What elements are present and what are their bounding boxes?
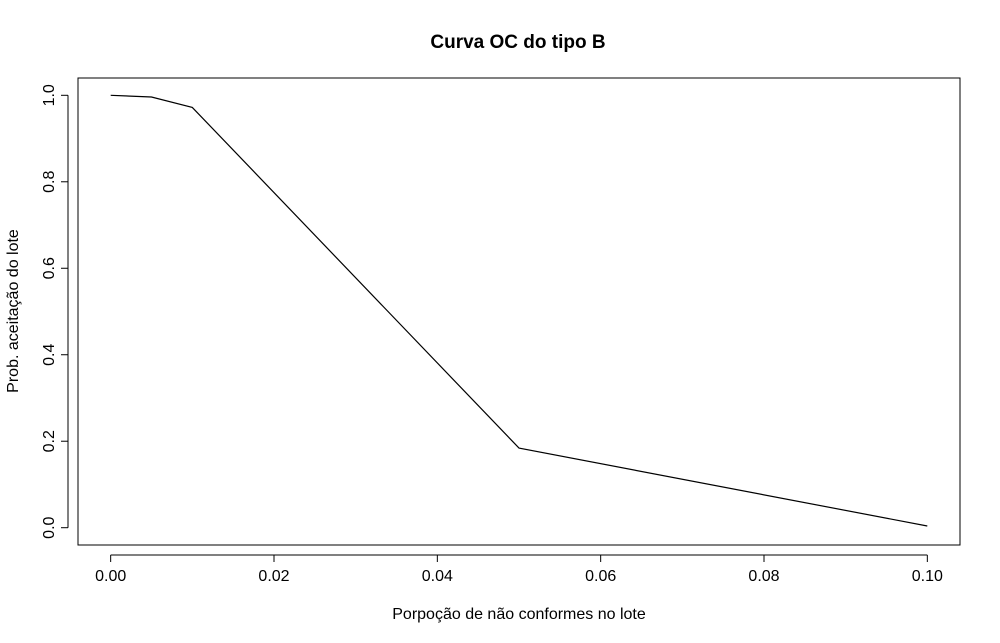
y-tick-label: 1.0 [41, 84, 58, 106]
x-axis-label: Porpoção de não conformes no lote [392, 606, 646, 623]
chart-title: Curva OC do tipo B [430, 32, 605, 53]
x-tick-label: 0.10 [912, 568, 943, 585]
series-layer [110, 94, 928, 527]
x-tick-label: 0.08 [748, 568, 779, 585]
x-tick-label: 0.00 [95, 568, 126, 585]
x-tick-label: 0.06 [585, 568, 616, 585]
x-tick-label: 0.02 [258, 568, 289, 585]
plot-frame [77, 77, 961, 546]
y-tick-label: 0.0 [41, 516, 58, 538]
y-tick-label: 0.6 [41, 257, 58, 279]
y-tick-label: 0.2 [41, 430, 58, 452]
y-axis-label: Prob. aceitação do lote [5, 229, 22, 393]
x-tick-label: 0.04 [422, 568, 453, 585]
y-tick-label: 0.8 [41, 171, 58, 193]
series-line [110, 94, 928, 527]
x-axis: 0.00 0.02 0.04 0.06 0.08 0.10 [95, 554, 943, 585]
y-tick-label: 0.4 [41, 344, 58, 366]
y-axis: 0.0 0.2 0.4 0.6 0.8 1.0 [41, 84, 69, 539]
